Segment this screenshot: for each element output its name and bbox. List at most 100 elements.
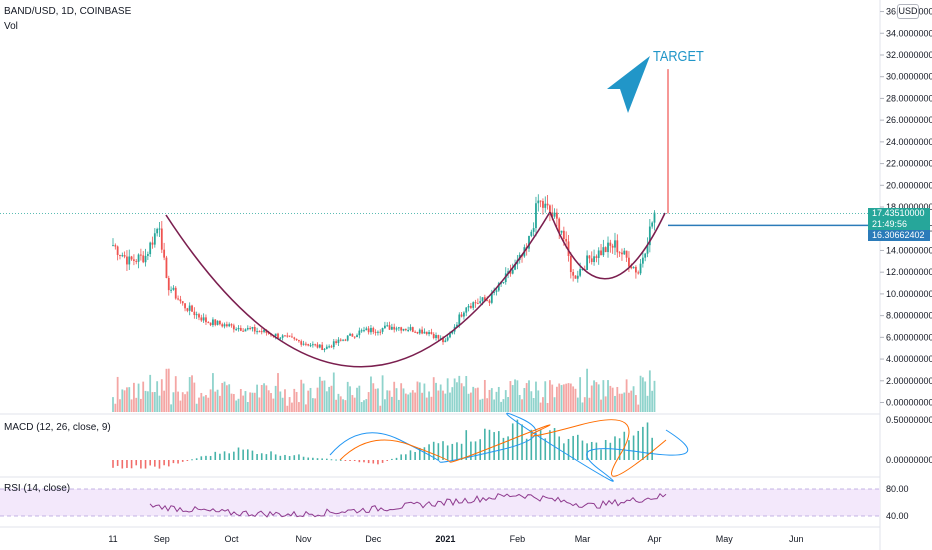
macd-bar <box>312 457 314 460</box>
volume-bar <box>116 376 119 412</box>
macd-bar <box>316 458 319 460</box>
candle-body <box>116 246 119 255</box>
cup-curve <box>165 211 551 368</box>
macd-bar <box>233 451 235 460</box>
volume-bar <box>593 380 595 412</box>
macd-bar <box>330 459 333 461</box>
candle-body <box>144 255 147 263</box>
candle-body <box>214 319 217 325</box>
volume-bar <box>270 393 272 412</box>
volume-bar <box>481 398 484 412</box>
volume-bar <box>230 393 233 412</box>
countdown-tag: 21:49:56 <box>868 219 930 230</box>
macd-bar <box>177 460 179 464</box>
macd-bar <box>423 447 426 460</box>
candle-body <box>472 302 475 308</box>
volume-bar <box>126 387 128 412</box>
volume-bar <box>174 376 177 412</box>
volume-bar <box>151 392 154 412</box>
macd-bar <box>270 451 272 460</box>
volume-bar <box>618 393 621 412</box>
candle-body <box>209 322 212 326</box>
rsi-band <box>0 489 880 516</box>
candle-body <box>163 249 166 258</box>
volume-bar <box>432 377 435 412</box>
volume-bar <box>349 386 351 412</box>
candle-body <box>158 228 161 230</box>
candle-body <box>219 320 221 325</box>
candle-body <box>149 242 152 255</box>
macd-bar <box>121 460 124 469</box>
macd-bar <box>646 422 649 460</box>
candle-body <box>293 337 296 339</box>
volume-bar <box>135 397 138 412</box>
macd-bar <box>112 460 114 468</box>
volume-bar <box>404 393 407 412</box>
candle-body <box>121 255 124 257</box>
candle-body <box>625 250 628 258</box>
candle-body <box>365 328 368 331</box>
macd-bar <box>437 443 440 460</box>
volume-bar <box>121 389 124 412</box>
volume-bar <box>555 386 558 412</box>
macd-bar <box>288 456 291 460</box>
rsi-label: RSI (14, close) <box>4 483 71 494</box>
price-tick-label: 34.00000000 <box>886 28 932 38</box>
price-tick-label: 10.00000000 <box>886 289 932 299</box>
candle-body <box>332 341 335 348</box>
annotations <box>0 56 880 368</box>
candle-body <box>474 302 477 304</box>
candle-body <box>418 329 421 334</box>
volume-bar <box>242 395 245 412</box>
candle-body <box>497 283 500 291</box>
candle-body <box>244 329 247 332</box>
candle-body <box>597 250 600 258</box>
candle-body <box>648 226 651 246</box>
volume-bar <box>139 398 142 412</box>
macd-bar <box>214 451 217 460</box>
candle-body <box>546 203 549 206</box>
time-axis: 11 Sep Oct Nov Dec 2021 Feb Mar Apr May Jun <box>108 534 803 544</box>
candle-body <box>367 328 370 333</box>
candle-body <box>353 336 356 338</box>
candle-body <box>363 330 365 332</box>
volume-bar <box>130 399 133 412</box>
volume-bar <box>286 405 289 412</box>
macd-bar <box>228 453 230 460</box>
candle-body <box>432 333 435 338</box>
volume-bar <box>621 393 623 412</box>
price-tick-label: 24.00000000 <box>886 137 932 147</box>
macd-bar <box>400 454 402 460</box>
candle-body <box>416 331 419 334</box>
macd-bar <box>586 443 588 460</box>
time-tick-label: Mar <box>575 534 591 544</box>
volume-bar <box>225 385 228 412</box>
volume-bar <box>374 388 377 412</box>
macd-line <box>329 412 689 482</box>
candle-body <box>651 222 654 227</box>
volume-bar <box>451 387 454 412</box>
currency-button[interactable]: USD <box>897 4 919 19</box>
candle-body <box>653 212 656 223</box>
candle-body <box>555 212 558 219</box>
volume-bar <box>572 386 575 412</box>
volume-bar <box>358 385 361 412</box>
volume-bar <box>637 404 640 412</box>
candle-body <box>221 324 224 327</box>
volume-bar <box>542 397 544 412</box>
candle-body <box>428 332 430 335</box>
candle-body <box>325 346 328 349</box>
volume-bar <box>490 388 493 412</box>
volume-bar <box>209 389 212 412</box>
volume-bar <box>253 392 256 412</box>
volume-bar <box>560 385 563 412</box>
macd-bar <box>460 443 463 460</box>
macd-bar <box>604 439 607 460</box>
candle-body <box>390 326 393 330</box>
candle-body <box>463 312 465 317</box>
volume-bar <box>370 376 372 412</box>
volume-bar <box>504 390 507 412</box>
macd-bar <box>465 430 468 460</box>
candle-body <box>177 298 179 300</box>
volume-bar <box>332 372 335 412</box>
